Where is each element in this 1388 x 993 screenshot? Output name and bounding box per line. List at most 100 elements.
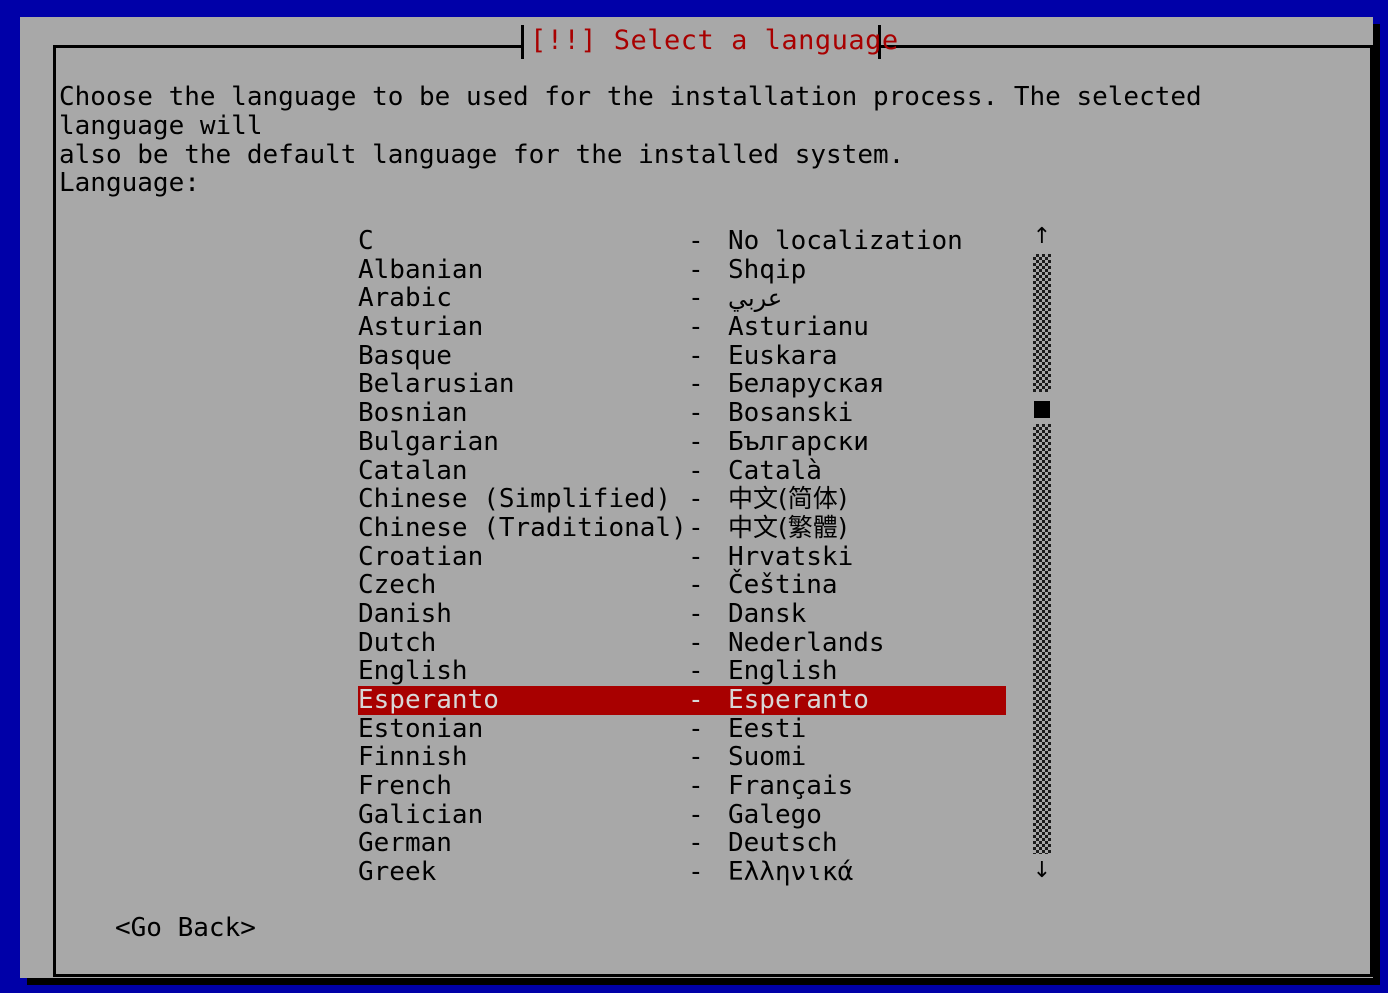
language-name: French [358,771,452,802]
language-name: Czech [358,570,437,601]
language-name: English [358,656,468,687]
language-native-name: 中文(简体) [728,484,848,514]
language-list-item[interactable]: Albanian - Shqip [358,254,1006,285]
language-name: Bulgarian [358,426,499,457]
language-native-name: Asturianu [728,312,869,343]
language-separator: - [688,426,704,457]
language-list-item[interactable]: Arabic - عربي [358,284,1006,313]
language-name: Catalan [358,455,468,486]
language-separator: - [688,455,704,486]
language-separator: - [688,283,704,314]
language-separator: - [688,742,704,773]
language-list-item[interactable]: Bulgarian - Български [358,428,1006,457]
language-separator: - [688,771,704,802]
language-list-item[interactable]: Croatian - Hrvatski [358,541,1006,572]
language-native-name: Hrvatski [728,541,854,572]
language-separator: - [688,484,704,515]
scrollbar-trough-lower[interactable] [1033,424,1051,854]
scrollbar-thumb[interactable] [1034,401,1050,418]
language-list-item[interactable]: C - No localization [358,227,1006,256]
language-separator: - [688,598,704,629]
language-native-name: Català [728,455,822,486]
language-list[interactable]: C - No localization Albanian - Shqip Arabic - عر… [358,227,1006,887]
language-native-name: Bosanski [728,398,854,429]
language-native-name: English [728,656,838,687]
language-field-label: Language: [59,168,200,198]
frame-border-bottom [53,974,1373,977]
language-list-item[interactable]: Danish - Dansk [358,600,1006,629]
language-list-item[interactable]: Esperanto - Esperanto [358,686,1006,715]
language-name: Estonian [358,713,484,744]
language-list-scrollbar[interactable]: ↑ ↓ [1027,224,1057,884]
language-name: Albanian [358,254,484,285]
language-native-name: Беларуская [728,369,885,400]
language-native-name: Ελληνικά [728,857,854,888]
language-separator: - [688,512,704,543]
language-native-name: Deutsch [728,828,838,859]
dialog-description: Choose the language to be used for the i… [59,82,1202,170]
language-list-item[interactable]: Dutch - Nederlands [358,627,1006,658]
language-name: Bosnian [358,398,468,429]
frame-title-tick-right [878,25,881,59]
language-name: Greek [358,857,437,888]
language-native-name: No localization [728,226,963,256]
language-list-item[interactable]: Finnish - Suomi [358,743,1006,772]
language-native-name: Shqip [728,254,807,285]
language-native-name: Suomi [728,742,807,773]
language-name: Belarusian [358,369,515,400]
language-native-name: Esperanto [728,685,869,715]
language-native-name: Galego [728,799,822,830]
language-native-name: Eesti [728,713,807,744]
language-native-name: Nederlands [728,627,885,658]
language-list-item[interactable]: Greek - Ελληνικά [358,858,1006,887]
language-list-item[interactable]: Chinese (Traditional) - 中文(繁體) [358,512,1006,543]
frame-title-tick-left [521,25,524,59]
go-back-button[interactable]: <Go Back> [115,913,256,943]
language-list-item[interactable]: Asturian - Asturianu [358,313,1006,342]
language-name: Asturian [358,312,484,343]
frame-border-top-left [53,45,523,48]
language-list-item[interactable]: German - Deutsch [358,829,1006,858]
language-list-item[interactable]: Catalan - Català [358,455,1006,486]
language-native-name: 中文(繁體) [728,512,848,542]
language-list-item[interactable]: French - Français [358,772,1006,801]
language-list-item[interactable]: Galician - Galego [358,801,1006,830]
scroll-up-arrow-icon[interactable]: ↑ [1032,224,1052,249]
language-name: German [358,828,452,859]
language-separator: - [688,570,704,601]
language-separator: - [688,656,704,687]
language-separator: - [688,799,704,830]
language-name: Galician [358,799,484,830]
language-list-item[interactable]: Basque - Euskara [358,342,1006,371]
frame-border-left [53,45,56,977]
language-native-name: Български [728,426,869,457]
language-separator: - [688,369,704,400]
language-separator: - [688,713,704,744]
language-list-item[interactable]: Czech - Čeština [358,571,1006,600]
window-title: [!!] Select a language [530,25,899,56]
language-name: Finnish [358,742,468,773]
installer-dialog-panel: [!!] Select a language Choose the langua… [20,17,1373,978]
language-name: Arabic [358,283,452,314]
language-separator: - [688,857,704,888]
language-separator: - [688,312,704,343]
language-name: Dutch [358,627,437,658]
language-list-item[interactable]: Estonian - Eesti [358,713,1006,744]
language-native-name: عربي [728,284,783,313]
language-separator: - [688,627,704,658]
language-name: Croatian [358,541,484,572]
scroll-down-arrow-icon[interactable]: ↓ [1032,858,1052,883]
language-list-item[interactable]: Belarusian - Беларуская [358,370,1006,399]
language-separator: - [688,226,704,256]
language-list-item[interactable]: English - English [358,657,1006,686]
scrollbar-trough-upper[interactable] [1033,254,1051,392]
frame-border-top-right [881,45,1373,48]
language-list-item[interactable]: Chinese (Simplified) - 中文(简体) [358,484,1006,515]
language-name: Danish [358,598,452,629]
language-native-name: Čeština [728,570,838,601]
language-native-name: Français [728,771,854,802]
language-separator: - [688,828,704,859]
language-name: C [358,226,374,256]
language-list-item[interactable]: Bosnian - Bosanski [358,399,1006,428]
